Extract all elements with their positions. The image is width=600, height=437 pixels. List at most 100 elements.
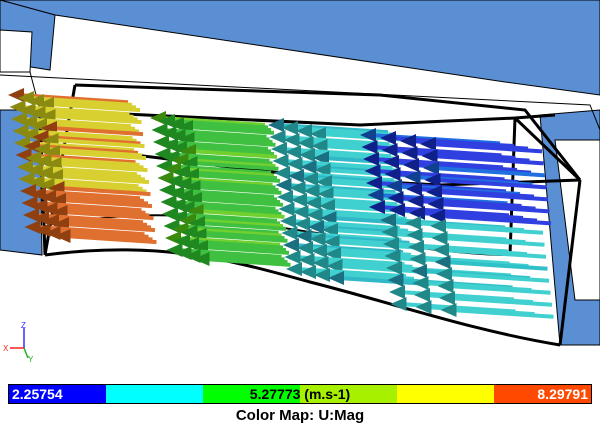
velocity-arrow-head xyxy=(297,241,313,255)
velocity-arrow-head xyxy=(439,291,455,305)
velocity-arrow-head xyxy=(310,127,326,141)
velocity-arrow-shaft xyxy=(192,173,281,183)
velocity-arrow-head xyxy=(380,131,396,145)
velocity-arrow-shaft xyxy=(170,131,270,142)
velocity-arrow-head xyxy=(367,188,384,202)
velocity-arrow-head xyxy=(423,161,439,175)
velocity-arrow-shaft xyxy=(182,227,282,238)
velocity-arrow-head xyxy=(383,237,399,251)
velocity-arrow-shaft xyxy=(32,132,137,143)
velocity-arrow-head xyxy=(281,226,298,240)
velocity-arrow-head xyxy=(282,121,298,135)
color-legend-bar: 2.25754 5.27773 (m.s-1) 8.29791 xyxy=(8,384,592,404)
velocity-arrow-shaft xyxy=(188,206,282,217)
velocity-arrow-head xyxy=(298,253,315,267)
velocity-arrow-shaft xyxy=(176,179,276,190)
velocity-arrow-shaft xyxy=(450,308,554,319)
velocity-arrow-head xyxy=(286,157,303,171)
velocity-arrow-head xyxy=(300,160,317,174)
velocity-arrow-head xyxy=(366,176,382,190)
color-segment xyxy=(9,385,106,403)
velocity-arrow-shaft xyxy=(54,231,153,242)
velocity-arrow-shaft xyxy=(165,164,272,175)
velocity-arrow-head xyxy=(285,145,301,159)
velocity-arrow-head xyxy=(364,164,381,178)
velocity-arrow-head xyxy=(389,203,405,217)
velocity-arrow-shaft xyxy=(17,93,129,105)
velocity-arrow-shaft xyxy=(170,200,276,211)
velocity-arrow-shaft xyxy=(28,177,139,189)
velocity-arrow-shaft xyxy=(441,236,545,247)
velocity-arrow-head xyxy=(389,285,405,299)
velocity-arrow-head xyxy=(286,262,302,276)
velocity-arrow-shaft xyxy=(192,242,287,253)
velocity-arrow-shaft xyxy=(46,171,146,182)
velocity-arrow-shaft xyxy=(429,142,543,154)
velocity-arrow-head xyxy=(277,190,293,204)
velocity-arrow-head xyxy=(305,196,321,210)
velocity-arrow-shaft xyxy=(47,102,141,113)
velocity-arrow-head xyxy=(322,223,338,237)
color-segment xyxy=(106,385,203,403)
velocity-arrow-head xyxy=(386,179,402,193)
velocity-arrow-shaft xyxy=(194,185,282,195)
velocity-arrow-head xyxy=(54,229,71,243)
velocity-arrow-shaft xyxy=(434,178,547,190)
velocity-arrow-shaft xyxy=(171,143,272,154)
velocity-arrow-shaft xyxy=(179,134,273,145)
velocity-arrow-shaft xyxy=(200,233,288,243)
velocity-arrow-shaft xyxy=(31,201,142,213)
velocity-arrow-head xyxy=(434,255,451,269)
velocity-arrow-head xyxy=(424,173,441,187)
velocity-arrow-shaft xyxy=(40,123,140,134)
velocity-arrow-head xyxy=(361,140,378,154)
velocity-arrow-head xyxy=(288,169,304,183)
velocity-arrow-shaft xyxy=(186,125,275,135)
velocity-arrow-shaft xyxy=(186,194,281,205)
velocity-arrow-head xyxy=(406,228,423,242)
velocity-arrow-shaft xyxy=(173,155,273,166)
velocity-arrow-shaft xyxy=(35,156,140,167)
velocity-arrow-shaft xyxy=(52,219,152,230)
velocity-arrow-head xyxy=(430,219,446,233)
velocity-arrow-shaft xyxy=(183,239,284,250)
velocity-arrow-head xyxy=(400,134,416,148)
velocity-arrow-head xyxy=(297,136,314,150)
duct-front-edge xyxy=(513,116,582,182)
velocity-arrow-shaft xyxy=(26,165,138,177)
velocity-arrow-head xyxy=(308,220,324,234)
velocity-arrow-head xyxy=(319,199,335,213)
velocity-arrow-head xyxy=(323,235,340,249)
velocity-arrow-head xyxy=(316,175,332,189)
wall-top xyxy=(0,0,600,96)
velocity-arrow-head xyxy=(360,128,376,142)
velocity-arrow-shaft xyxy=(37,99,137,110)
velocity-arrow-shaft xyxy=(183,170,278,181)
velocity-arrow-head xyxy=(314,268,330,282)
color-segment xyxy=(494,385,591,403)
velocity-arrow-shaft xyxy=(177,191,278,202)
velocity-arrow-shaft xyxy=(62,222,156,233)
velocity-arrow-shaft xyxy=(58,186,151,197)
velocity-arrow-head xyxy=(404,170,421,184)
velocity-arrow-shaft xyxy=(41,204,146,215)
velocity-arrow-shaft xyxy=(52,138,145,149)
axes-triad: Z X Y xyxy=(3,321,34,363)
velocity-arrow-head xyxy=(390,297,407,311)
velocity-arrow-shaft xyxy=(59,198,153,209)
wall-white-left xyxy=(0,29,33,73)
velocity-arrow-shaft xyxy=(180,146,275,157)
velocity-arrow-head xyxy=(411,264,427,278)
velocity-arrow-shaft xyxy=(182,158,276,169)
velocity-arrow-shaft xyxy=(22,129,133,141)
velocity-arrow-head xyxy=(405,216,421,230)
velocity-arrow-shaft xyxy=(44,228,149,239)
velocity-arrow-head xyxy=(363,152,379,166)
velocity-arrow-head xyxy=(280,214,296,228)
x-axis-label: X xyxy=(3,344,9,353)
velocity-arrow-shaft xyxy=(19,105,130,117)
velocity-arrow-head xyxy=(429,209,445,223)
velocity-arrow-shaft xyxy=(30,120,136,131)
